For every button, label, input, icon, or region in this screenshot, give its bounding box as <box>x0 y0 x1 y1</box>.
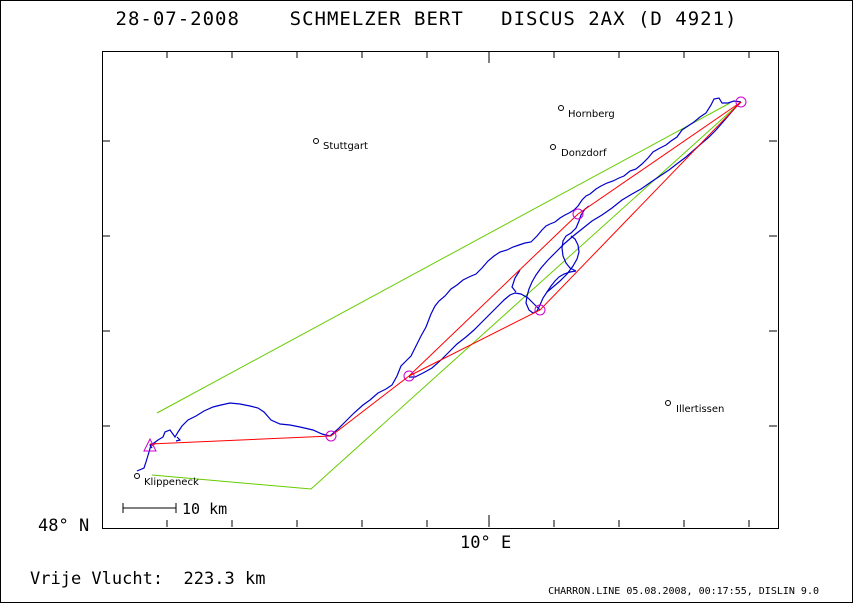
task-path <box>149 101 742 445</box>
turnpoint-marker <box>325 430 337 442</box>
flight-date: 28-07-2008 <box>115 8 240 30</box>
scale-label: 10 km <box>182 500 228 518</box>
place-label: Hornberg <box>568 109 615 120</box>
place-stuttgart: Stuttgart <box>313 138 368 152</box>
place-label: Stuttgart <box>323 141 368 152</box>
flight-summary: Vrije Vlucht: 223.3 km <box>30 569 265 589</box>
axis-ticks <box>102 51 777 527</box>
sector-line-lower <box>151 101 742 490</box>
task-lines <box>149 101 742 447</box>
place-marker-icon <box>313 138 319 144</box>
turnpoint-marker <box>534 304 546 316</box>
longitude-label: 10° E <box>460 533 512 553</box>
turnpoint-marker <box>572 208 584 220</box>
place-marker-icon <box>134 473 140 479</box>
start-triangle-marker <box>143 437 157 452</box>
place-illertissen: Illertissen <box>665 400 724 415</box>
latitude-label: 48° N <box>38 516 90 536</box>
place-donzdorf: Donzdorf <box>550 144 607 159</box>
scale-bar <box>122 503 177 513</box>
page-title: 28-07-2008 SCHMELZER BERT DISCUS 2AX (D … <box>0 8 853 30</box>
place-label: Klippeneck <box>144 477 199 488</box>
turnpoint-marker <box>403 370 415 382</box>
flight-type-label: Vrije Vlucht: <box>30 569 164 589</box>
sector-line-upper <box>156 102 731 414</box>
turnpoint-marker <box>735 96 747 108</box>
place-label: Illertissen <box>676 404 724 415</box>
places-layer: Hornberg Stuttgart Donzdorf Illertissen … <box>134 105 724 488</box>
map-frame <box>102 51 779 529</box>
place-hornberg: Hornberg <box>558 105 615 120</box>
place-marker-icon <box>665 400 671 406</box>
flight-distance: 223.3 km <box>183 569 266 589</box>
pilot-name: SCHMELZER BERT <box>289 8 464 30</box>
turnpoints <box>143 96 747 452</box>
place-marker-icon <box>550 144 556 150</box>
flight-track <box>136 97 742 472</box>
place-label: Donzdorf <box>561 148 607 159</box>
place-klippeneck: Klippeneck <box>134 473 199 488</box>
sector-lines <box>151 101 742 490</box>
glider-id: DISCUS 2AX (D 4921) <box>501 8 738 30</box>
footer-info: CHARRON.LINE 05.08.2008, 00:17:55, DISLI… <box>548 586 819 597</box>
place-marker-icon <box>558 105 564 111</box>
